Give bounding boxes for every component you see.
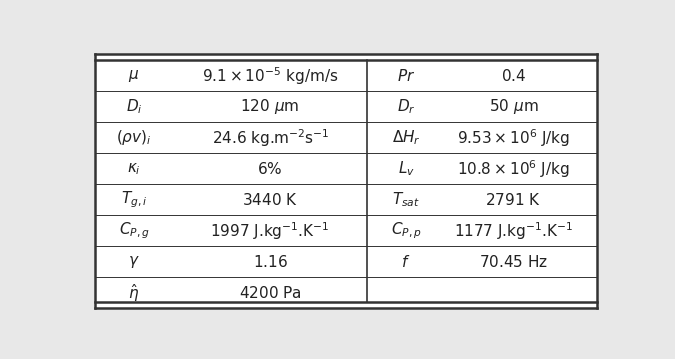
Text: $6\%$: $6\%$: [257, 161, 283, 177]
Text: $9.1 \times 10^{-5}$ kg/m/s: $9.1 \times 10^{-5}$ kg/m/s: [202, 65, 338, 87]
Text: $9.53 \times 10^{6}$ J/kg: $9.53 \times 10^{6}$ J/kg: [457, 127, 570, 149]
Text: $C_{P,p}$: $C_{P,p}$: [391, 220, 421, 241]
Text: $120\ \mu$m: $120\ \mu$m: [240, 97, 300, 116]
Text: $\mu$: $\mu$: [128, 68, 140, 84]
Text: $2791$ K: $2791$ K: [485, 192, 541, 208]
Text: $D_i$: $D_i$: [126, 97, 142, 116]
Text: $\gamma$: $\gamma$: [128, 254, 140, 270]
Text: $70.45$ Hz: $70.45$ Hz: [479, 254, 548, 270]
Text: $1.16$: $1.16$: [252, 254, 288, 270]
Text: $(\rho v)_i$: $(\rho v)_i$: [116, 128, 152, 147]
Text: $D_r$: $D_r$: [397, 97, 415, 116]
Text: $4200$ Pa: $4200$ Pa: [239, 285, 302, 301]
Text: $1997$ J.kg$^{-1}$.K$^{-1}$: $1997$ J.kg$^{-1}$.K$^{-1}$: [211, 220, 330, 242]
Text: $Pr$: $Pr$: [397, 68, 415, 84]
Text: $0.4$: $0.4$: [501, 68, 526, 84]
Text: $T_{sat}$: $T_{sat}$: [392, 191, 420, 209]
Text: $\kappa_i$: $\kappa_i$: [127, 161, 141, 177]
Text: $L_v$: $L_v$: [398, 159, 414, 178]
Text: $f$: $f$: [402, 254, 411, 270]
Text: $10.8 \times 10^{6}$ J/kg: $10.8 \times 10^{6}$ J/kg: [457, 158, 570, 180]
Text: $1177$ J.kg$^{-1}$.K$^{-1}$: $1177$ J.kg$^{-1}$.K$^{-1}$: [454, 220, 573, 242]
Text: $50\ \mu$m: $50\ \mu$m: [489, 97, 538, 116]
Text: $\hat{\eta}$: $\hat{\eta}$: [128, 282, 140, 304]
Text: $3440$ K: $3440$ K: [242, 192, 298, 208]
Text: $\Delta H_r$: $\Delta H_r$: [392, 129, 421, 147]
Text: $T_{g,i}$: $T_{g,i}$: [121, 190, 147, 210]
Text: $C_{P,g}$: $C_{P,g}$: [119, 220, 150, 241]
Text: $24.6$ kg.m$^{-2}$s$^{-1}$: $24.6$ kg.m$^{-2}$s$^{-1}$: [211, 127, 329, 149]
